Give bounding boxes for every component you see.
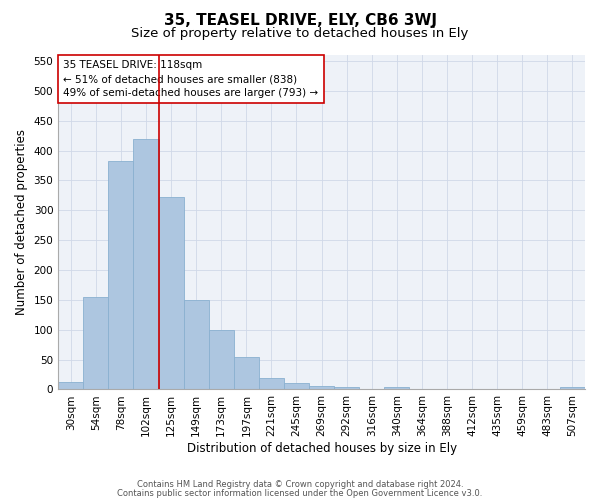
Text: Contains HM Land Registry data © Crown copyright and database right 2024.: Contains HM Land Registry data © Crown c… <box>137 480 463 489</box>
Bar <box>385 387 409 390</box>
Bar <box>284 384 309 390</box>
Bar <box>259 378 284 390</box>
Bar <box>334 387 359 390</box>
Bar <box>83 297 109 390</box>
Bar <box>58 382 83 390</box>
Bar <box>234 356 259 390</box>
Bar <box>109 160 133 390</box>
Bar <box>434 389 460 390</box>
Bar <box>184 300 209 390</box>
X-axis label: Distribution of detached houses by size in Ely: Distribution of detached houses by size … <box>187 442 457 455</box>
Bar <box>485 389 510 390</box>
Bar <box>158 197 184 390</box>
Bar <box>309 386 334 390</box>
Text: Contains public sector information licensed under the Open Government Licence v3: Contains public sector information licen… <box>118 488 482 498</box>
Bar <box>560 387 585 390</box>
Bar <box>209 330 234 390</box>
Y-axis label: Number of detached properties: Number of detached properties <box>15 129 28 315</box>
Text: 35 TEASEL DRIVE: 118sqm
← 51% of detached houses are smaller (838)
49% of semi-d: 35 TEASEL DRIVE: 118sqm ← 51% of detache… <box>64 60 319 98</box>
Bar <box>133 138 158 390</box>
Text: 35, TEASEL DRIVE, ELY, CB6 3WJ: 35, TEASEL DRIVE, ELY, CB6 3WJ <box>163 12 437 28</box>
Text: Size of property relative to detached houses in Ely: Size of property relative to detached ho… <box>131 28 469 40</box>
